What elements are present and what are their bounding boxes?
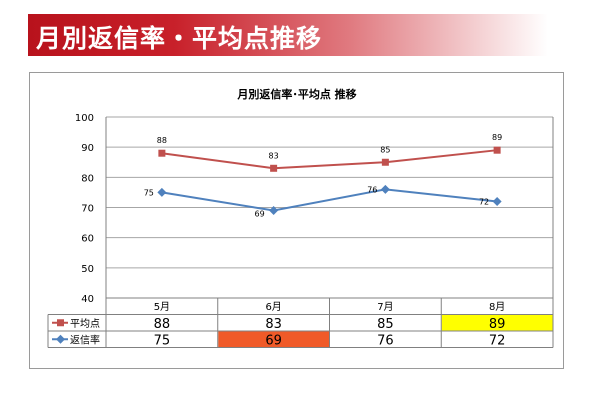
- data-label: 75: [144, 188, 154, 197]
- table-value: 75: [154, 333, 171, 348]
- legend-label: 返信率: [70, 333, 100, 346]
- data-label: 76: [367, 185, 377, 194]
- data-label: 88: [157, 136, 167, 145]
- table-value: 72: [489, 333, 506, 348]
- data-point: [493, 146, 501, 154]
- table-value: 85: [377, 317, 394, 332]
- y-tick-label: 100: [75, 113, 94, 124]
- legend-marker: [57, 319, 64, 327]
- data-point: [492, 196, 502, 206]
- data-label: 69: [255, 210, 265, 219]
- x-tick-label: 7月: [377, 301, 393, 313]
- table-value: 83: [265, 317, 282, 332]
- y-tick-label: 40: [81, 294, 94, 305]
- y-tick-label: 90: [81, 143, 94, 154]
- data-point: [270, 164, 278, 172]
- table-value: 89: [489, 317, 506, 332]
- y-tick-label: 60: [81, 234, 94, 245]
- y-tick-label: 80: [81, 173, 94, 184]
- x-tick-label: 6月: [265, 301, 281, 313]
- legend-label: 平均点: [70, 318, 100, 330]
- y-tick-label: 70: [81, 204, 94, 215]
- table-value: 69: [265, 333, 282, 348]
- data-label: 83: [269, 151, 279, 160]
- table-value: 76: [377, 333, 394, 348]
- data-label: 72: [479, 197, 489, 206]
- table-value: 88: [154, 317, 171, 332]
- x-tick-label: 8月: [489, 301, 505, 313]
- data-point: [381, 158, 389, 166]
- title-banner: 月別返信率・平均点推移: [28, 14, 548, 56]
- legend-marker: [56, 334, 65, 344]
- highlight-cell: [218, 331, 329, 347]
- data-point: [380, 184, 390, 194]
- data-label: 89: [492, 133, 502, 142]
- highlight-cell: [441, 315, 553, 331]
- data-point: [157, 187, 167, 197]
- page-title: 月別返信率・平均点推移: [36, 24, 323, 53]
- series-line: [161, 149, 498, 170]
- y-tick-label: 50: [81, 264, 94, 275]
- x-tick-label: 5月: [154, 301, 170, 313]
- chart-title: 月別返信率･平均点 推移: [236, 87, 356, 101]
- series-line: [161, 188, 498, 212]
- data-point: [158, 149, 166, 157]
- data-label: 85: [380, 145, 390, 154]
- data-point: [269, 206, 279, 216]
